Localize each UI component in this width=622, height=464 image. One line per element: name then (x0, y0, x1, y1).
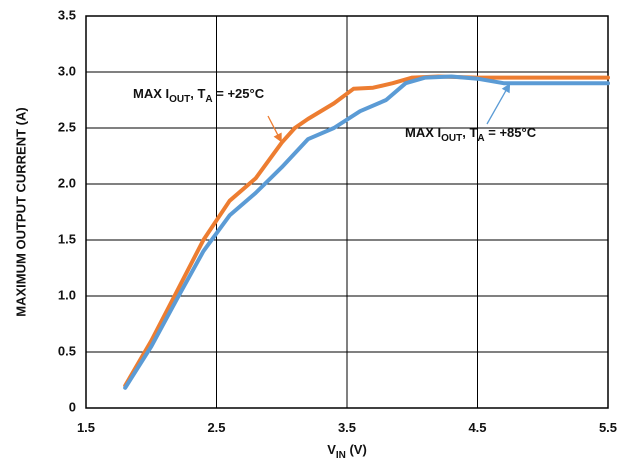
annotation-arrowhead-0 (273, 132, 282, 143)
annotation-label-0-part-4: = +25°C (213, 86, 265, 101)
x-tick-label-3: 4.5 (468, 420, 486, 435)
x-axis-title-sub: IN (336, 450, 346, 461)
x-tick-label-4: 5.5 (599, 420, 617, 435)
series-line-0 (123, 74, 610, 388)
y-tick-label-6: 3.0 (58, 63, 76, 78)
annotation-label-0-part-3: A (205, 94, 212, 105)
x-axis-title-unit: (V) (346, 442, 367, 457)
series-lines (123, 74, 610, 390)
x-axis-title: VIN (V) (327, 442, 367, 461)
annotation-label-1-part-3: A (477, 133, 484, 144)
annotation-label-1-part-0: MAX I (405, 125, 441, 140)
annotation-label-0-part-2: , T (190, 86, 205, 101)
x-tick-label-0: 1.5 (77, 420, 95, 435)
annotation-label-0-part-0: MAX I (133, 86, 169, 101)
series-line-1 (123, 74, 610, 390)
annotation-label-1: MAX IOUT, TA = +85°C (405, 125, 537, 144)
annotation-label-1-part-2: , T (462, 125, 477, 140)
y-axis-title: MAXIMUM OUTPUT CURRENT (A) (13, 107, 28, 316)
y-tick-label-4: 2.0 (58, 175, 76, 190)
annotation-label-0-part-1: OUT (169, 94, 190, 105)
y-tick-label-0: 0 (69, 399, 76, 414)
y-tick-label-1: 0.5 (58, 343, 76, 358)
y-tick-label-7: 3.5 (58, 7, 76, 22)
y-tick-labels: 0 0.5 1.0 1.5 2.0 2.5 3.0 3.5 (58, 7, 76, 414)
y-tick-label-5: 2.5 (58, 119, 76, 134)
annotation-label-1-part-4: = +85°C (485, 125, 537, 140)
x-tick-label-2: 3.5 (338, 420, 356, 435)
annotation-label-1-part-1: OUT (441, 133, 462, 144)
plot-frame (85, 15, 609, 409)
annotation-arrowhead-1 (501, 83, 511, 94)
x-axis-title-main: V (327, 442, 336, 457)
annotation-label-0: MAX IOUT, TA = +25°C (133, 86, 265, 105)
y-tick-label-3: 1.5 (58, 231, 76, 246)
y-tick-label-2: 1.0 (58, 287, 76, 302)
x-tick-label-1: 2.5 (207, 420, 225, 435)
grid-lines (85, 15, 609, 409)
x-tick-labels: 1.5 2.5 3.5 4.5 5.5 (77, 420, 617, 435)
